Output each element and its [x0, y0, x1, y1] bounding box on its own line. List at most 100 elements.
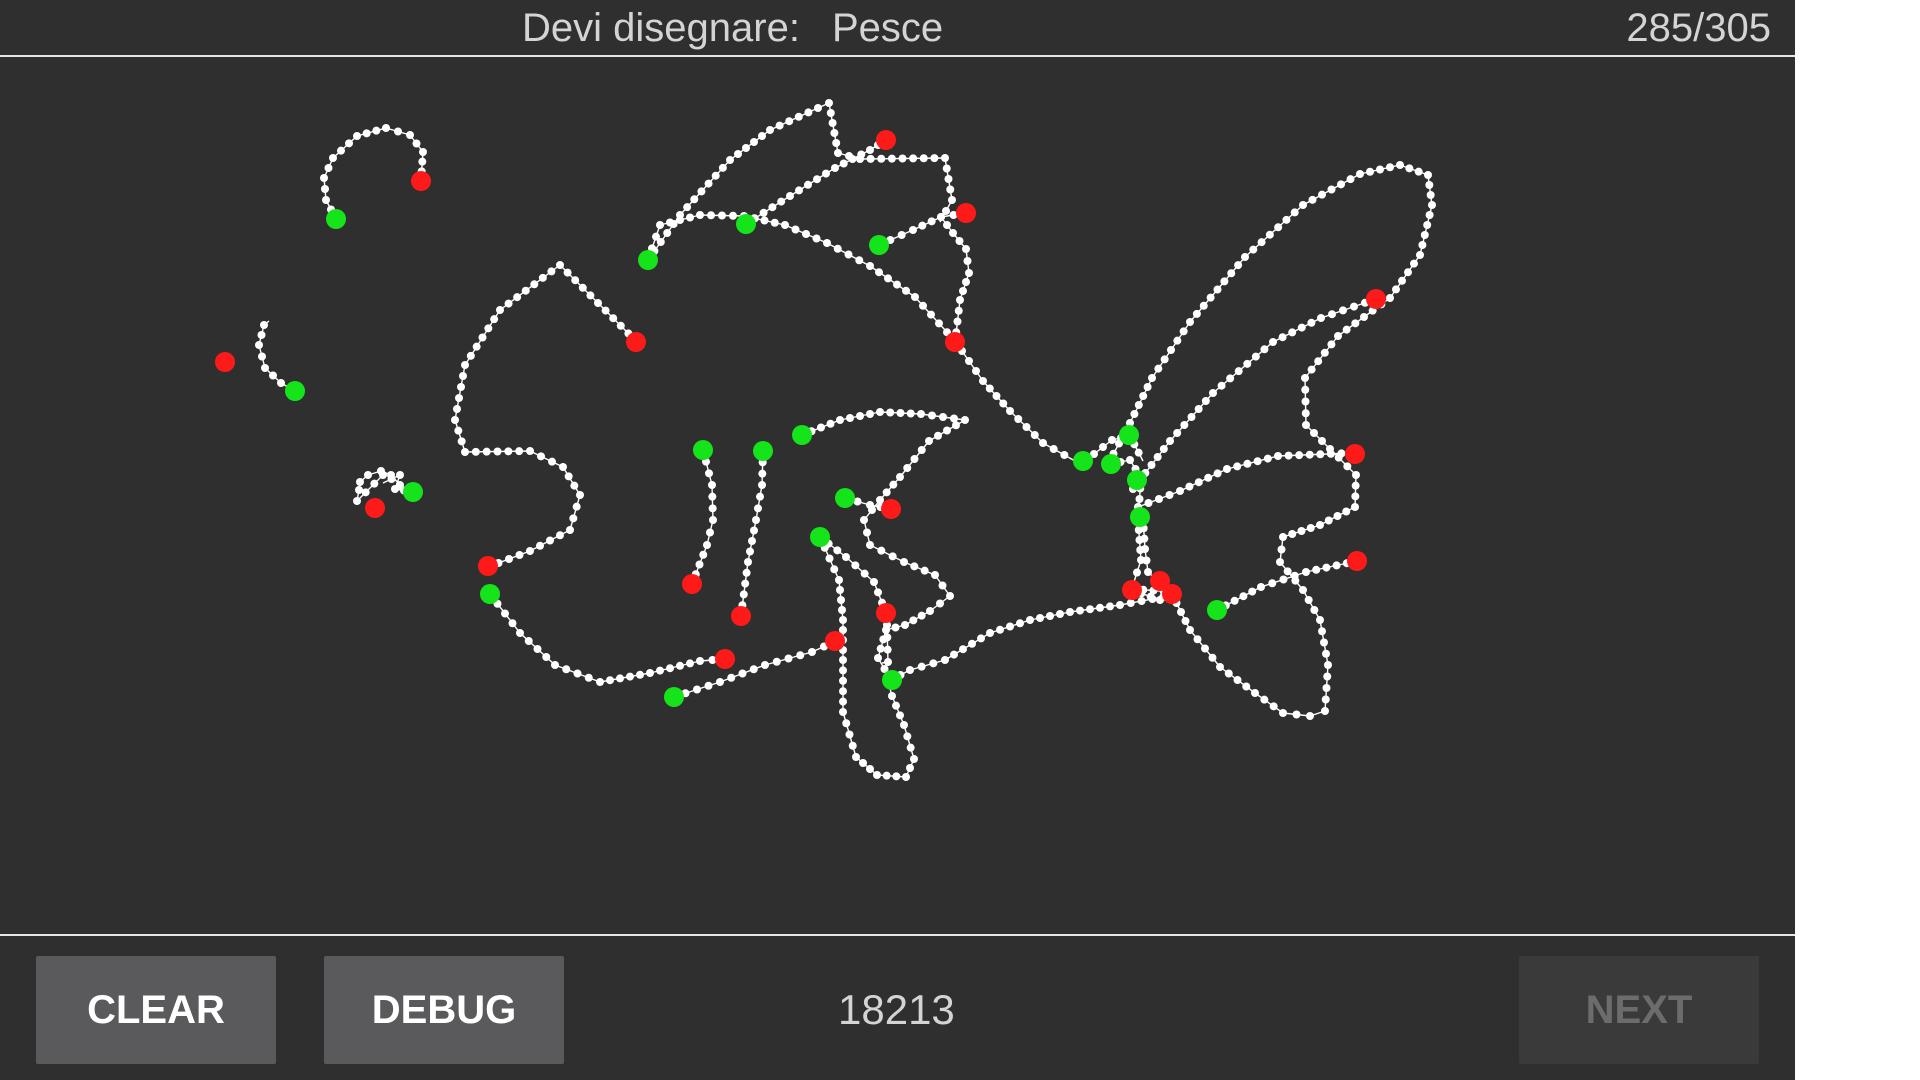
- sketch-point: [1321, 695, 1330, 704]
- sketch-point: [965, 269, 973, 277]
- sketch-point: [985, 384, 994, 393]
- sketch-point: [748, 537, 756, 545]
- sketch-point: [814, 104, 822, 112]
- sketch-point: [513, 293, 522, 302]
- sketch-stroke-20: [1107, 164, 1433, 717]
- sketch-point: [1216, 663, 1224, 671]
- sketch-point: [826, 419, 835, 428]
- sketch-point: [708, 481, 716, 489]
- sketch-point: [744, 558, 752, 566]
- sketch-point: [791, 225, 800, 234]
- sketch-point: [1268, 579, 1277, 588]
- stroke-end-marker: [956, 203, 976, 223]
- sketch-point: [1302, 568, 1310, 576]
- sketch-point: [1396, 161, 1404, 169]
- stroke-end-marker: [731, 606, 751, 626]
- sketch-point: [472, 342, 481, 351]
- debug-button[interactable]: DEBUG: [324, 956, 564, 1064]
- stroke-start-marker: [792, 425, 812, 445]
- sketch-point: [551, 661, 559, 669]
- sketch-point: [750, 526, 758, 535]
- sketch-point: [459, 372, 467, 380]
- clear-button[interactable]: CLEAR: [36, 956, 276, 1064]
- sketch-point: [1320, 348, 1329, 357]
- sketch-point: [839, 666, 847, 675]
- sketch-point: [729, 211, 737, 220]
- next-button[interactable]: NEXT: [1519, 956, 1759, 1064]
- sketch-stroke-16: [819, 536, 887, 614]
- stroke-end-marker: [876, 603, 896, 623]
- sketch-point: [1301, 397, 1310, 406]
- sketch-point: [1153, 453, 1162, 461]
- sketch-point: [1090, 450, 1098, 458]
- sketch-point: [1284, 451, 1293, 460]
- sketch-point: [1134, 401, 1143, 409]
- sketch-point: [1366, 167, 1374, 176]
- sketch-point: [1173, 336, 1182, 345]
- score-display: 18213: [838, 986, 955, 1033]
- sketch-point: [656, 666, 664, 675]
- sketch-point: [1036, 614, 1044, 622]
- sketch-point: [478, 333, 487, 342]
- sketch-point: [1318, 190, 1326, 199]
- sketch-point: [784, 654, 793, 663]
- sketch-point: [609, 314, 618, 323]
- sketch-point: [656, 221, 664, 229]
- sketch-point: [775, 121, 784, 130]
- sketch-point: [1126, 456, 1134, 464]
- sketch-point: [825, 554, 834, 563]
- stroke-end-marker: [715, 649, 735, 669]
- sketch-point: [1322, 649, 1330, 658]
- sketch-point: [948, 196, 956, 204]
- sketch-point: [891, 623, 900, 632]
- sketch-point: [902, 286, 910, 295]
- sketch-point: [1147, 461, 1156, 469]
- sketch-point: [1279, 533, 1287, 541]
- sketch-point: [856, 412, 864, 420]
- sketch-point: [457, 437, 466, 446]
- sketch-point: [831, 164, 839, 172]
- sketch-point: [1137, 556, 1145, 564]
- sketch-point: [1249, 245, 1258, 254]
- sketch-point: [910, 755, 918, 763]
- sketch-point: [1418, 241, 1427, 249]
- stroke-start-marker: [753, 441, 773, 461]
- sketch-point: [1312, 565, 1321, 574]
- sketch-point: [925, 437, 933, 445]
- sketch-point: [533, 645, 542, 653]
- sketch-point: [1241, 253, 1249, 261]
- sketch-point: [1424, 171, 1432, 179]
- sketch-point: [1180, 421, 1189, 429]
- sketch-point: [906, 409, 915, 418]
- sketch-point: [1414, 167, 1423, 176]
- sketch-point: [663, 229, 672, 237]
- sketch-point: [1224, 669, 1233, 678]
- sketch-point: [556, 531, 564, 540]
- sketch-point: [741, 579, 750, 588]
- sketch-point: [1181, 617, 1190, 625]
- sketch-point: [1279, 709, 1287, 717]
- stroke-start-marker: [1073, 451, 1093, 471]
- sketch-point: [936, 599, 944, 608]
- sketch-point: [496, 306, 504, 314]
- sketch-point: [934, 431, 942, 440]
- sketch-point: [1343, 462, 1352, 471]
- sketch-point: [537, 452, 545, 461]
- sketch-point: [1144, 568, 1152, 576]
- sketch-point: [910, 562, 919, 571]
- stroke-end-marker: [825, 631, 845, 651]
- prompt-label: Devi disegnare:: [522, 6, 800, 50]
- drawing-canvas[interactable]: [0, 57, 1795, 934]
- sketch-point: [1134, 448, 1143, 457]
- sketch-point: [834, 149, 842, 157]
- sketch-point: [394, 127, 402, 136]
- sketch-point: [1282, 215, 1291, 224]
- sketch-point: [903, 464, 912, 472]
- sketch-point: [846, 414, 854, 422]
- sketch-point: [766, 126, 774, 134]
- sketch-point: [504, 447, 513, 456]
- sketch-point: [968, 639, 976, 648]
- sketch-point: [1405, 164, 1414, 173]
- sketch-point: [1304, 596, 1313, 604]
- sketch-point: [564, 472, 573, 481]
